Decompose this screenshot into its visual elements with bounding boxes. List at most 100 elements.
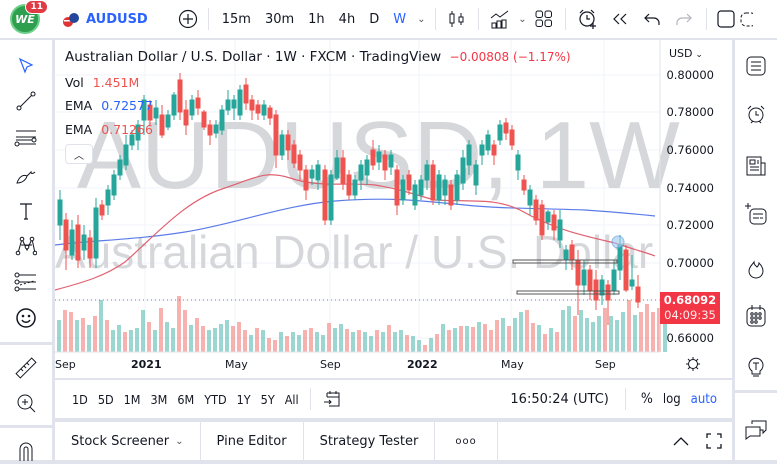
watchlist-icon[interactable] [740,50,772,82]
alert-icon[interactable] [572,0,604,38]
ruler-icon[interactable] [12,354,40,382]
x-tick: May [225,358,248,371]
divider [565,8,567,30]
range-6m[interactable]: 6M [177,391,195,407]
range-ytd[interactable]: YTD [204,391,227,407]
ema-blue-line [55,198,656,246]
calendar-icon[interactable] [740,300,772,332]
x-tick: Sep [55,358,76,371]
divider [735,390,777,393]
news-icon[interactable] [740,150,772,182]
indicators-icon[interactable] [485,0,515,38]
ema-legend-1[interactable]: EMA 0.72577 [65,98,153,113]
brush-icon[interactable] [12,161,40,189]
log-scale-toggle[interactable]: log [662,391,681,407]
x-tick: 2022 [407,358,438,371]
chats-icon[interactable] [740,414,772,446]
interval-15m[interactable]: 15m [221,11,251,27]
ema2-value: 0.71266 [101,122,153,137]
ema1-value: 0.72577 [101,98,153,113]
symbol-search-button[interactable]: AUDUSD [86,11,148,27]
resistance-zone [512,259,618,264]
highlight-marker [611,235,625,249]
zoom-in-icon[interactable] [12,389,40,417]
chart-settings-gear-icon[interactable] [685,356,701,372]
lightbulb-icon[interactable] [740,351,772,383]
ideas-stream-icon[interactable] [740,198,772,230]
notification-badge: 11 [25,0,48,14]
go-to-date-icon[interactable] [323,389,343,409]
divider [0,425,52,428]
patterns-icon[interactable] [12,232,40,260]
interval-30m[interactable]: 30m [264,11,295,27]
utc-clock[interactable]: 16:50:24 (UTC) [510,391,609,407]
watermark-name: Australian Dollar / U.S. Dollar [55,226,653,278]
y-tick: 0.74000 [666,181,714,195]
range-5y[interactable]: 5Y [260,391,275,407]
tab-strategy-tester[interactable]: Strategy Tester [304,422,436,460]
price-chart-canvas[interactable]: AUDUSD, 1W Australian Dollar / U.S. Doll… [55,40,732,378]
x-tick: Sep [595,358,616,371]
text-icon[interactable] [12,197,40,225]
currency-selector[interactable]: USD ⌄ [669,47,703,60]
magnet-icon[interactable] [12,436,40,464]
range-1m[interactable]: 1M [123,391,141,407]
replay-icon[interactable] [604,0,636,38]
current-price-tag: 0.68092 04:09:35 [660,292,720,324]
alerts-clock-icon[interactable] [740,98,772,130]
percent-scale-toggle[interactable]: % [640,391,653,407]
y-tick: 0.76000 [666,143,714,157]
chevron-down-icon: ⌄ [692,50,703,60]
ema2-label: EMA [65,122,93,137]
ema-legend-2[interactable]: EMA 0.71266 [65,122,153,137]
horizontal-lines-icon[interactable] [12,124,40,152]
redo-icon[interactable] [668,0,700,38]
indicators-dropdown-chevron-icon[interactable]: ⌄ [518,13,527,25]
vol-label: Vol [65,75,84,90]
interval-1h[interactable]: 1h [308,11,325,27]
collapse-legend-button[interactable]: ︿ [65,144,93,164]
candles-icon[interactable] [442,0,472,38]
tab-label: Strategy Tester [319,433,419,449]
volume-legend[interactable]: Vol 1.451M [65,75,139,90]
interval-w[interactable]: W [393,11,407,27]
interval-d[interactable]: D [369,11,380,27]
add-symbol-icon[interactable] [174,0,202,38]
maximize-panel-icon[interactable] [696,433,732,449]
cursor-icon[interactable] [12,52,40,80]
divider [478,8,480,30]
y-tick: 0.70000 [666,256,714,270]
layouts-icon[interactable] [529,0,559,38]
hotlists-flame-icon[interactable] [740,253,772,285]
user-avatar[interactable]: WE 11 [10,0,48,34]
tab-stock-screener[interactable]: Stock Screener ⌄ [55,422,201,460]
chart-pane[interactable]: AUDUSD, 1W Australian Dollar / U.S. Doll… [55,40,732,378]
fullscreen-icon[interactable] [713,0,739,38]
y-tick: 0.66000 [666,331,714,345]
emoji-icon[interactable] [12,304,40,332]
fib-retracement-icon[interactable] [12,268,40,296]
bar-countdown: 04:09:35 [664,308,716,322]
snapshot-icon[interactable] [739,0,754,38]
range-5d[interactable]: 5D [97,391,114,407]
top-toolbar: WE 11 AUDUSD 15m 30m 1h 4h D W ⌄ ⌄ [0,0,777,38]
logo-text: WE [15,12,35,26]
range-all[interactable]: All [284,391,299,407]
interval-4h[interactable]: 4h [338,11,356,27]
x-tick: May [501,358,524,371]
divider [624,388,626,410]
tab-label: Stock Screener [71,433,170,449]
range-1y[interactable]: 1Y [236,391,251,407]
range-3m[interactable]: 3M [150,391,168,407]
divider [435,8,437,30]
aud-usd-flag-icon [62,12,80,27]
more-tabs-button[interactable]: ooo [435,422,498,460]
interval-dropdown-chevron-icon[interactable]: ⌄ [417,13,426,25]
range-1d[interactable]: 1D [72,391,88,407]
drawing-toolbar [0,40,52,461]
expand-panel-chevron-up-icon[interactable] [666,436,696,446]
undo-icon[interactable] [636,0,668,38]
trend-line-icon[interactable] [12,87,40,115]
auto-scale-toggle[interactable]: auto [690,391,717,407]
tab-pine-editor[interactable]: Pine Editor [201,422,304,460]
